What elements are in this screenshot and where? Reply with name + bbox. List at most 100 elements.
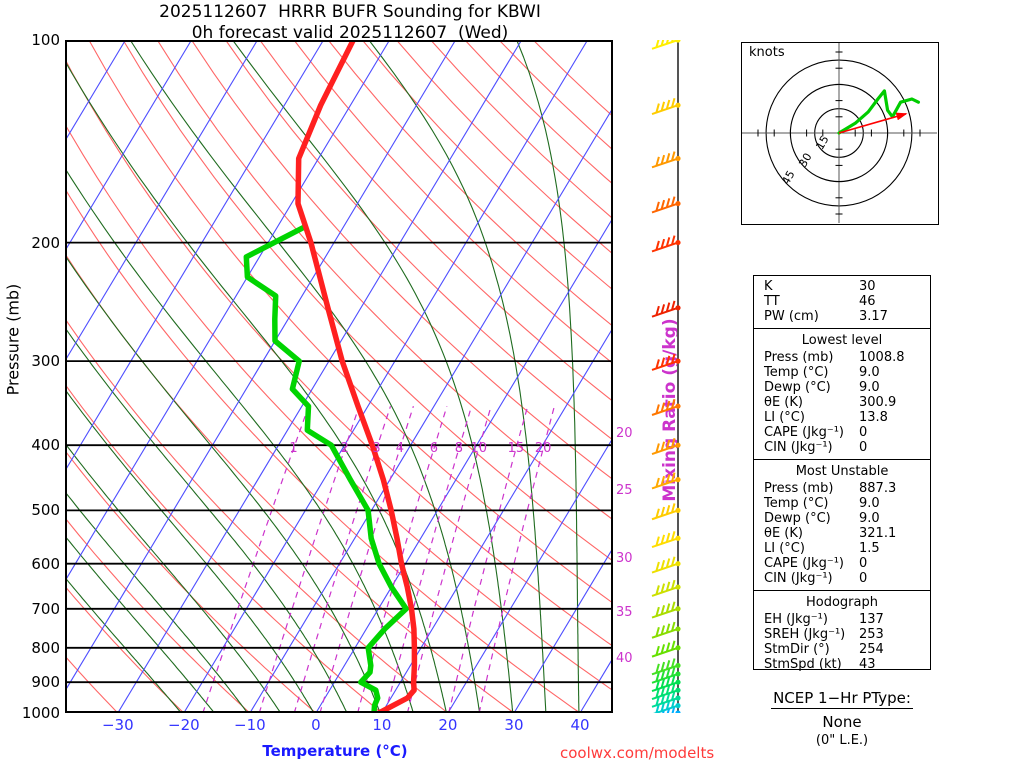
most-unstable-rows: Press (mb) 887.3 Temp (°C) 9.0 Dewp (°C) 9.0 θ… [754, 481, 930, 586]
mixing-ratio-label: 3 [372, 440, 381, 456]
svg-text:30: 30 [796, 151, 814, 170]
stat-key: Temp (°C) [764, 365, 829, 380]
stat-value: 300.9 [859, 395, 897, 410]
stat-value: 0 [859, 440, 868, 455]
most-unstable-section: Most Unstable Press (mb) 887.3 Temp (°C) 9.… [754, 460, 930, 591]
stat-key: SREH (Jkg⁻¹) [764, 627, 846, 642]
x-axis-label: Temperature (°C) [262, 742, 408, 760]
title-line-2: 0h forecast valid 2025112607 (Wed) [191, 23, 509, 43]
lowest-level-rows: Press (mb) 1008.8 Temp (°C) 9.0 Dewp (°C) 9.0… [754, 350, 930, 455]
stat-value: 321.1 [859, 526, 897, 541]
temperature-axis: −30 −20 −10 0 10 20 30 40 [0, 716, 700, 738]
wind-barb [651, 151, 681, 169]
stat-value: 30 [859, 279, 876, 294]
wind-barb [651, 235, 681, 253]
pressure-axis: 100 200 300 400 500 600 700 800 900 1000 [0, 31, 60, 722]
wind-barb [651, 353, 681, 371]
watermark: coolwx.com/modelts [560, 744, 715, 762]
stat-row: LI (°C) 1.5 [754, 541, 930, 556]
svg-text:15: 15 [813, 133, 831, 152]
stat-row: θE (K) 321.1 [754, 526, 930, 541]
stat-key: TT [764, 294, 780, 309]
stat-value: 9.0 [859, 496, 880, 511]
skewt-canvas [65, 40, 613, 713]
stat-key: θE (K) [764, 526, 803, 541]
stat-value: 1008.8 [859, 350, 905, 365]
pressure-tick-label: 300 [31, 352, 60, 371]
section-header: Lowest level [801, 333, 883, 348]
hodograph-units-label: knots [749, 45, 785, 60]
stats-indices-section: K 30 TT 46 PW (cm) 3.17 [754, 276, 930, 329]
stat-value: 3.17 [859, 309, 888, 324]
wind-barb [651, 300, 681, 318]
pressure-tick-label: 200 [31, 233, 60, 252]
wind-barb [651, 32, 681, 50]
stat-row: Press (mb) 887.3 [754, 481, 930, 496]
stat-row: Temp (°C) 9.0 [754, 496, 930, 511]
stat-value: 253 [859, 627, 884, 642]
stat-key: CAPE (Jkg⁻¹) [764, 556, 844, 571]
title-line-1: 2025112607 HRRR BUFR Sounding for KBWI [159, 2, 541, 22]
isotherm-lines [65, 40, 613, 713]
stat-key: LI (°C) [764, 410, 805, 425]
wind-barb [651, 196, 681, 214]
stat-value: 43 [859, 657, 876, 672]
stat-key: LI (°C) [764, 541, 805, 556]
stat-key: θE (K) [764, 395, 803, 410]
stat-row: K 30 [754, 279, 930, 294]
hodograph-stats-section: Hodograph EH (Jkg⁻¹) 137 SREH (Jkg⁻¹) 253 St… [754, 591, 930, 676]
mixing-ratio-scale-label: 40 [616, 651, 633, 666]
wind-barb [651, 640, 681, 658]
temperature-tick-label: −30 [101, 716, 134, 734]
stat-row: TT 46 [754, 294, 930, 309]
mixing-ratio-label: 2 [340, 440, 349, 456]
stat-value: 137 [859, 612, 884, 627]
wind-barb [651, 556, 681, 574]
pressure-tick-label: 400 [31, 436, 60, 455]
stat-value: 9.0 [859, 365, 880, 380]
hodograph-panel: knots 15 30 45 [741, 42, 939, 225]
stat-row: Temp (°C) 9.0 [754, 365, 930, 380]
wind-barb [651, 621, 681, 639]
stat-key: Dewp (°C) [764, 511, 831, 526]
stat-key: EH (Jkg⁻¹) [764, 612, 828, 627]
stat-row: CIN (Jkg⁻¹) 0 [754, 571, 930, 586]
wind-barb [651, 503, 681, 521]
stat-value: 13.8 [859, 410, 888, 425]
pressure-tick-label: 100 [31, 31, 60, 49]
mixing-ratio-scale-label: 35 [616, 605, 633, 620]
wind-barb [651, 472, 681, 490]
mixing-ratio-label: 4 [395, 440, 404, 456]
stat-value: 46 [859, 294, 876, 309]
section-header: Most Unstable [795, 464, 889, 479]
wind-barb [651, 658, 681, 676]
stat-key: Press (mb) [764, 350, 834, 365]
mixing-ratio-label: 20 [534, 440, 552, 456]
stat-value: 0 [859, 425, 868, 440]
wind-barb [651, 97, 681, 116]
dry-adiabat-lines [65, 40, 613, 713]
mixing-ratio-label: 8 [454, 440, 463, 456]
temperature-tick-label: −20 [168, 716, 200, 734]
stat-key: CIN (Jkg⁻¹) [764, 571, 833, 586]
svg-text:45: 45 [779, 168, 797, 187]
pressure-tick-label: 1000 [21, 704, 60, 722]
hodograph-stats-rows: EH (Jkg⁻¹) 137 SREH (Jkg⁻¹) 253 StmDir (°) 25… [754, 612, 930, 672]
wind-barb [651, 531, 681, 549]
stat-value: 9.0 [859, 380, 880, 395]
stat-value: 0 [859, 571, 868, 586]
hodograph-wind-trace [837, 89, 920, 135]
pressure-tick-label: 700 [31, 599, 60, 618]
pressure-tick-label: 500 [31, 501, 60, 520]
stat-value: 0 [859, 556, 868, 571]
stat-row: θE (K) 300.9 [754, 395, 930, 410]
stat-row: StmDir (°) 254 [754, 642, 930, 657]
pressure-tick-label: 600 [31, 554, 60, 573]
wind-barb [651, 579, 681, 597]
page-title: 2025112607 HRRR BUFR Sounding for KBWI 0… [0, 2, 700, 44]
pressure-tick-label: 900 [31, 673, 60, 692]
ptype-title: NCEP 1−Hr PType: [771, 689, 913, 709]
stat-row: PW (cm) 3.17 [754, 309, 930, 324]
mixing-ratio-label: 1 [289, 440, 298, 456]
